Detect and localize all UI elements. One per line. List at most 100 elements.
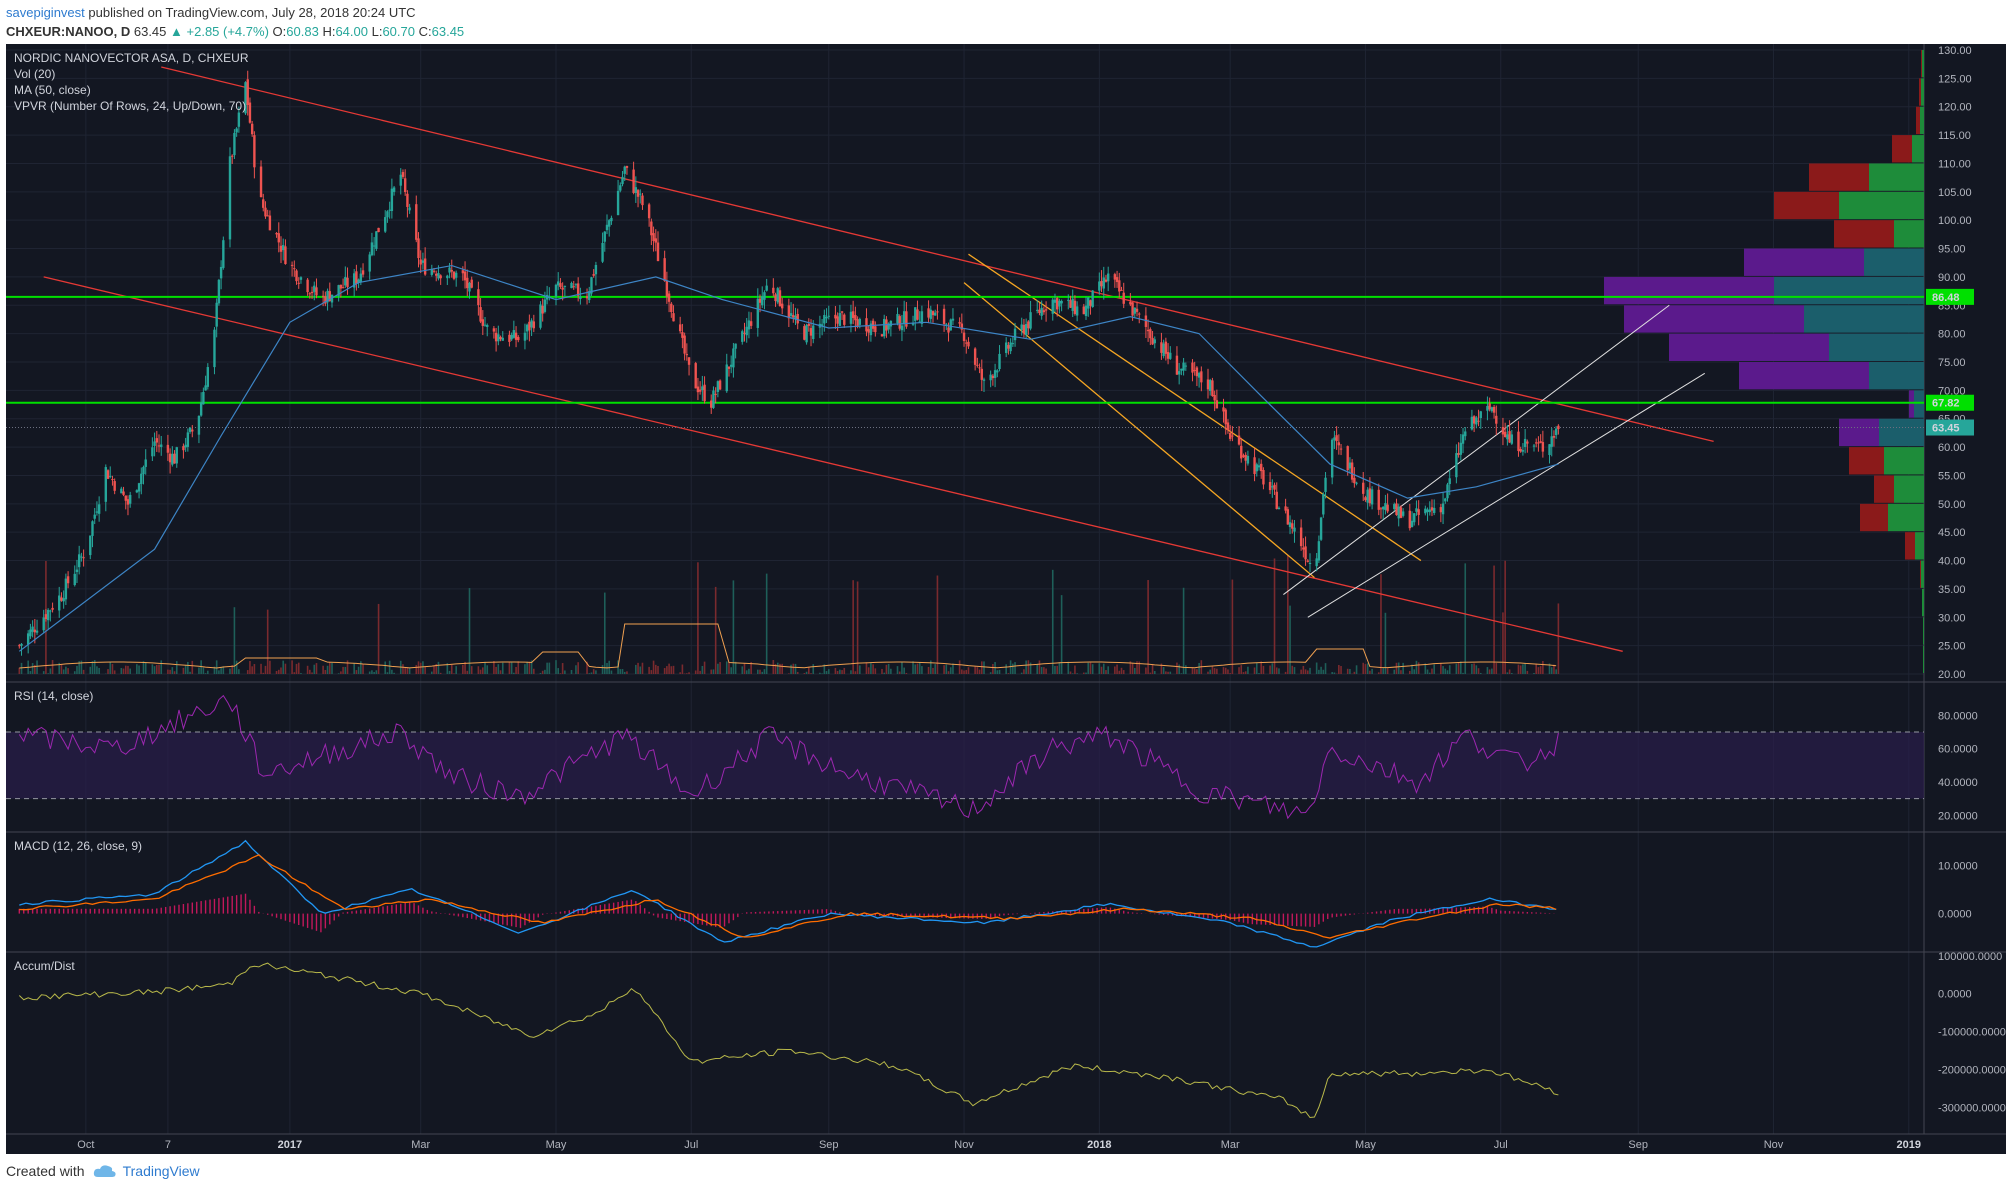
orange-channel-upper[interactable]: [968, 253, 1422, 562]
candle-body: [1209, 379, 1212, 391]
volume-bar: [169, 669, 171, 674]
volume-bar: [499, 670, 502, 674]
candle-body: [758, 298, 762, 303]
candle-body: [1430, 507, 1434, 511]
candle-body: [725, 364, 728, 392]
candle-body: [1472, 416, 1476, 424]
chart-svg[interactable]: 130.00 125.00 120.00 115.00 110.00 105.00 100.…: [6, 44, 2006, 1154]
volume-bar: [1533, 672, 1535, 674]
volume-bar: [524, 664, 526, 674]
candle-body: [1486, 406, 1489, 411]
tradingview-cloud-icon: [93, 1165, 116, 1177]
vpvr-up-bar: [1915, 532, 1924, 560]
volume-bar: [699, 670, 701, 674]
resistance-trendline[interactable]: [161, 66, 1714, 443]
volume-bar: [82, 669, 85, 674]
volume-bar: [493, 660, 495, 674]
candle-body: [486, 324, 489, 327]
candle-body: [714, 393, 717, 395]
volume-bar: [207, 670, 209, 674]
candle-body: [492, 328, 496, 332]
chart-area[interactable]: 130.00 125.00 120.00 115.00 110.00 105.00 100.…: [6, 44, 2006, 1154]
legend-accdist: Accum/Dist: [14, 959, 75, 973]
volume-bar: [1151, 664, 1154, 674]
candle-body: [898, 316, 901, 329]
candle-body: [1069, 300, 1072, 308]
candle-body: [1470, 416, 1474, 430]
volume-bar: [462, 664, 464, 674]
volume-bar: [865, 662, 868, 674]
candle-body: [1004, 342, 1008, 353]
volume-bar: [144, 662, 147, 674]
white-channel-upper[interactable]: [1283, 304, 1670, 595]
volume-bar: [796, 671, 799, 674]
volume-bar: [486, 665, 489, 674]
candle-body: [1350, 462, 1354, 480]
candle-body: [934, 312, 937, 316]
volume-bar: [231, 665, 234, 674]
volume-bar: [980, 661, 983, 674]
candle-body: [171, 453, 174, 465]
volume-bar: [311, 672, 313, 674]
ma-50-line: [18, 264, 1559, 652]
candle-body: [35, 630, 39, 633]
volume-bar: [932, 667, 934, 674]
candle-body: [871, 320, 875, 329]
volume-bar: [1318, 669, 1320, 674]
volume-bar: [983, 661, 985, 674]
candle-body: [215, 302, 218, 327]
volume-bar: [881, 668, 883, 674]
volume-bar: [300, 673, 302, 674]
candle-body: [1539, 441, 1542, 443]
orange-channel-lower[interactable]: [963, 282, 1315, 579]
volume-bar: [91, 661, 94, 674]
candle-body: [448, 267, 451, 273]
volume-bar: [670, 666, 673, 674]
volume-bar: [663, 668, 666, 674]
vpvr-up-bar: [1923, 617, 1924, 645]
volume-bar: [1176, 662, 1178, 674]
candle-body: [1288, 522, 1292, 528]
volume-bar: [200, 660, 202, 674]
volume-bar: [725, 661, 728, 674]
legend-vol: Vol (20): [14, 67, 55, 81]
vpvr-down-bar: [1916, 106, 1920, 135]
volume-bar: [1014, 662, 1016, 674]
candle-body: [401, 172, 405, 177]
volume-bar: [277, 669, 280, 674]
volume-bar: [198, 667, 200, 674]
candle-body: [388, 209, 391, 211]
volume-bar: [120, 668, 123, 674]
volume-bar: [1242, 672, 1245, 674]
volume-bar: [839, 669, 841, 674]
candle-body: [1368, 488, 1372, 504]
candle-body: [1370, 489, 1374, 505]
candle-body: [865, 318, 868, 332]
candle-body: [1042, 310, 1046, 313]
white-channel-lower[interactable]: [1307, 372, 1706, 618]
candle-body: [639, 193, 642, 195]
candle-body: [352, 273, 356, 288]
candle-body: [1275, 491, 1278, 509]
volume-bar: [965, 669, 968, 674]
volume-bar: [1007, 673, 1010, 674]
candle-body: [594, 264, 598, 275]
volume-bar: [89, 666, 92, 674]
lower-trendline[interactable]: [43, 276, 1623, 652]
candle-body: [561, 287, 564, 290]
volume-bar: [976, 667, 979, 674]
candle-body: [605, 224, 609, 231]
candle-body: [510, 335, 513, 340]
candle-body: [326, 290, 329, 303]
candle-body: [525, 324, 529, 332]
candle-body: [1492, 406, 1496, 413]
tradingview-logo[interactable]: TradingView: [93, 1163, 200, 1179]
volume-bar: [575, 665, 577, 674]
volume-bar: [153, 666, 156, 674]
volume-bar: [1196, 669, 1198, 674]
time-tick-label: 2019: [1897, 1139, 1921, 1151]
volume-bar: [1193, 668, 1196, 674]
volume-bar: [852, 580, 854, 674]
author-link[interactable]: savepiginvest: [6, 5, 85, 20]
candle-body: [111, 479, 114, 481]
